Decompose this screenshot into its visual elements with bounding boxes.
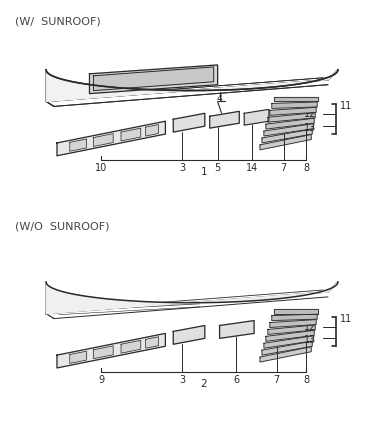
Polygon shape	[210, 111, 239, 128]
Polygon shape	[90, 65, 218, 94]
Text: (W/  SUNROOF): (W/ SUNROOF)	[15, 17, 100, 26]
Polygon shape	[70, 139, 87, 151]
Polygon shape	[274, 97, 318, 101]
Polygon shape	[173, 325, 205, 344]
Polygon shape	[260, 135, 311, 150]
Text: 12: 12	[304, 322, 316, 331]
Polygon shape	[266, 118, 314, 129]
Polygon shape	[268, 113, 315, 122]
Polygon shape	[93, 134, 113, 147]
Text: 9: 9	[98, 375, 105, 385]
Polygon shape	[70, 351, 87, 363]
Text: 14: 14	[246, 163, 258, 173]
Polygon shape	[57, 121, 165, 156]
Polygon shape	[219, 321, 254, 338]
Text: 8: 8	[303, 163, 309, 173]
Text: 7: 7	[280, 163, 287, 173]
Polygon shape	[146, 124, 159, 136]
Polygon shape	[146, 337, 159, 348]
Polygon shape	[173, 113, 205, 132]
Polygon shape	[121, 340, 141, 353]
Text: 1: 1	[201, 167, 207, 177]
Polygon shape	[264, 336, 313, 348]
Text: 11: 11	[340, 101, 352, 112]
Polygon shape	[244, 109, 269, 125]
Text: 11: 11	[340, 314, 352, 324]
Text: (W/O  SUNROOF): (W/O SUNROOF)	[15, 222, 109, 232]
Polygon shape	[260, 347, 311, 362]
Polygon shape	[93, 67, 214, 91]
Text: 3: 3	[179, 375, 185, 385]
Polygon shape	[272, 314, 317, 321]
Text: 12: 12	[304, 109, 316, 119]
Polygon shape	[268, 325, 315, 334]
Text: 5: 5	[214, 163, 221, 173]
Polygon shape	[272, 102, 317, 108]
Text: 4: 4	[216, 94, 223, 104]
Polygon shape	[266, 331, 314, 341]
Polygon shape	[270, 107, 316, 115]
Text: 7: 7	[273, 375, 280, 385]
Polygon shape	[264, 124, 313, 136]
Polygon shape	[46, 70, 338, 101]
Text: 3: 3	[179, 163, 185, 173]
Text: 2: 2	[201, 379, 207, 389]
Polygon shape	[262, 129, 312, 143]
Text: 8: 8	[303, 375, 309, 385]
Text: 6: 6	[233, 375, 239, 385]
Polygon shape	[93, 346, 113, 359]
Text: 13: 13	[304, 335, 316, 345]
Polygon shape	[57, 334, 165, 368]
Polygon shape	[270, 320, 316, 328]
Polygon shape	[121, 128, 141, 141]
Polygon shape	[46, 282, 338, 314]
Polygon shape	[262, 341, 312, 355]
Text: 13: 13	[304, 123, 316, 133]
Text: 10: 10	[95, 163, 108, 173]
Polygon shape	[274, 309, 318, 314]
